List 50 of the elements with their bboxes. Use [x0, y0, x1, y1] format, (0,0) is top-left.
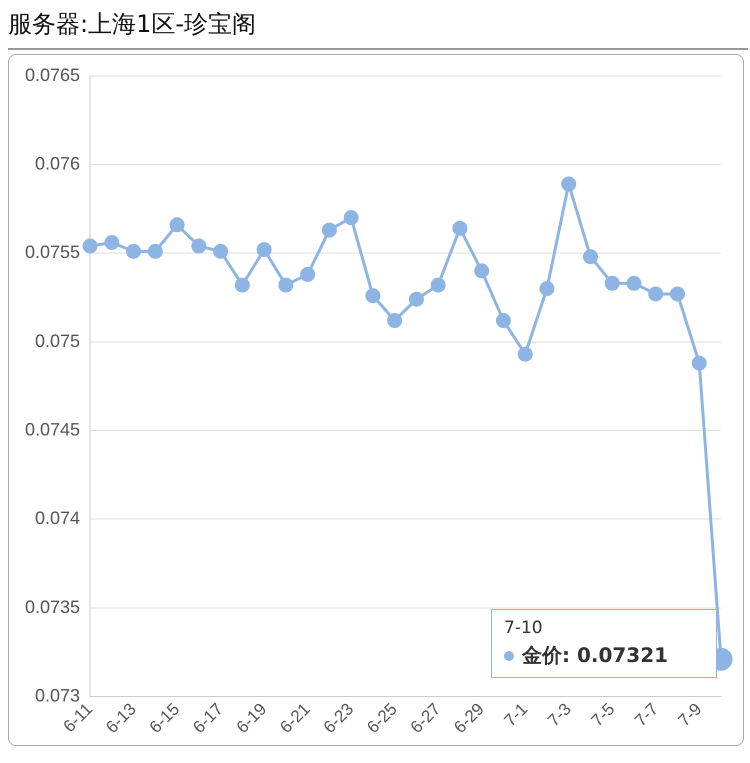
annotation: 7-10: [504, 618, 543, 638]
y-tick-label: 0.0755: [24, 242, 80, 262]
point: [604, 276, 620, 291]
point: [365, 288, 380, 304]
y-tick-label: 0.076: [35, 153, 80, 174]
point: [408, 292, 424, 307]
chart-title: 服务器:上海1区-珍宝阁: [8, 8, 748, 50]
point: [561, 176, 576, 192]
y-tick-label: 0.074: [35, 508, 80, 528]
y-tick-label: 0.073: [35, 685, 80, 706]
point: [191, 238, 206, 254]
point: [213, 244, 228, 259]
x-tick-label: 6-19: [232, 699, 270, 737]
x-tick-label: 7-1: [500, 699, 532, 730]
point: [474, 263, 490, 278]
point: [148, 244, 163, 259]
point: [626, 276, 642, 291]
x-tick-label: 7-9: [674, 699, 706, 730]
point: [126, 244, 142, 259]
point: [539, 281, 554, 296]
point: [256, 242, 272, 258]
y-tick-label: 0.0765: [24, 64, 80, 85]
y-tick-label: 0.075: [35, 330, 80, 351]
point: [582, 249, 598, 264]
x-tick-label: 7-3: [544, 699, 575, 730]
x-tick-label: 6-29: [450, 699, 488, 737]
point: [82, 238, 98, 254]
point: [670, 286, 685, 302]
x-tick-label: 6-23: [320, 699, 358, 737]
x-tick-label: 7-5: [588, 699, 618, 730]
annotation: 金价: 0.07321: [522, 642, 668, 670]
y-tick-label: 0.0745: [24, 419, 80, 440]
point: [278, 278, 294, 293]
point: [344, 210, 359, 226]
x-tick-label: 6-21: [276, 699, 314, 737]
x-tick-label: 6-13: [102, 699, 140, 737]
point: [648, 286, 664, 302]
point: [234, 278, 250, 293]
point: [322, 222, 337, 238]
y-tick-label: 0.0735: [24, 596, 80, 617]
point: [387, 313, 402, 328]
point: [452, 220, 468, 236]
point: [430, 278, 446, 293]
point: [518, 346, 533, 362]
point: [692, 356, 707, 371]
point: [170, 217, 185, 232]
point: [300, 266, 316, 282]
point: [104, 235, 120, 250]
x-tick-label: 7-7: [631, 699, 662, 730]
point: [496, 313, 511, 328]
